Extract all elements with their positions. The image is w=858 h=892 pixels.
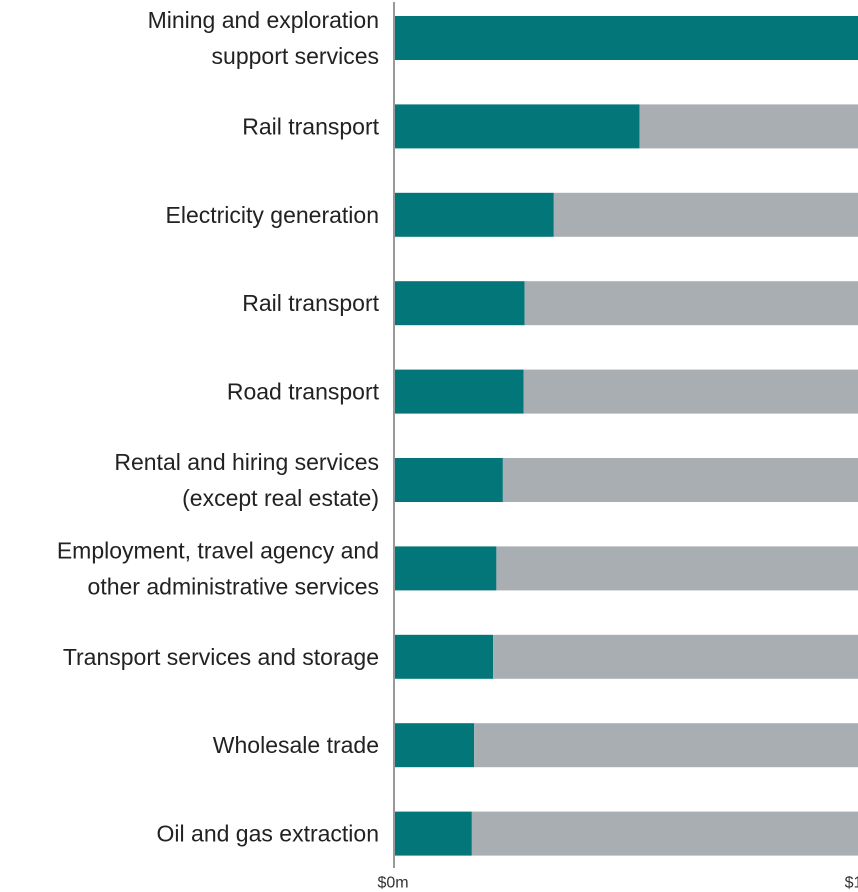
bar-7-segment-1 (395, 546, 497, 591)
bar-6-segment-2 (502, 458, 858, 502)
bars (395, 16, 858, 856)
category-label-1-line-2: support services (212, 43, 379, 69)
category-label-1-line-1: Mining and exploration (148, 7, 379, 33)
bar-2-segment-2 (639, 104, 858, 149)
bar-5-segment-1 (395, 369, 524, 414)
category-label-2: Rail transport (242, 113, 379, 139)
bar-4-segment-1 (395, 281, 525, 326)
category-label-7-line-1: Employment, travel agency and (57, 537, 379, 563)
bar-10-segment-2 (471, 811, 858, 856)
category-labels: Mining and exploration support services Ra… (57, 7, 380, 847)
bar-6-segment-1 (395, 458, 503, 502)
category-label-7-line-2: other administrative services (88, 573, 379, 599)
category-label-6-line-1: Rental and hiring services (114, 449, 379, 475)
bar-1-segment-1 (395, 16, 858, 60)
bar-4-segment-2 (524, 281, 858, 326)
category-label-5: Road transport (227, 379, 380, 405)
category-label-8: Transport services and storage (63, 644, 379, 670)
x-tick-label-2: $10 (845, 875, 858, 892)
bar-9-segment-1 (395, 723, 475, 768)
bar-7-segment-2 (496, 546, 858, 591)
bar-9-segment-2 (474, 723, 858, 768)
bar-5-segment-2 (523, 369, 858, 414)
x-axis-tick-labels: $0m $10 (377, 875, 858, 892)
bar-3-segment-1 (395, 192, 554, 237)
category-label-9: Wholesale trade (213, 732, 379, 758)
bar-8-segment-2 (493, 634, 858, 679)
category-label-10: Oil and gas extraction (157, 821, 379, 847)
category-label-3: Electricity generation (166, 202, 380, 228)
bar-10-segment-1 (395, 811, 472, 856)
category-label-6-line-2: (except real estate) (182, 485, 379, 511)
category-label-4: Rail transport (242, 290, 379, 316)
x-tick-label-1: $0m (377, 875, 408, 892)
bar-2-segment-1 (395, 104, 640, 149)
bar-8-segment-1 (395, 634, 494, 679)
bar-3-segment-2 (553, 192, 858, 237)
